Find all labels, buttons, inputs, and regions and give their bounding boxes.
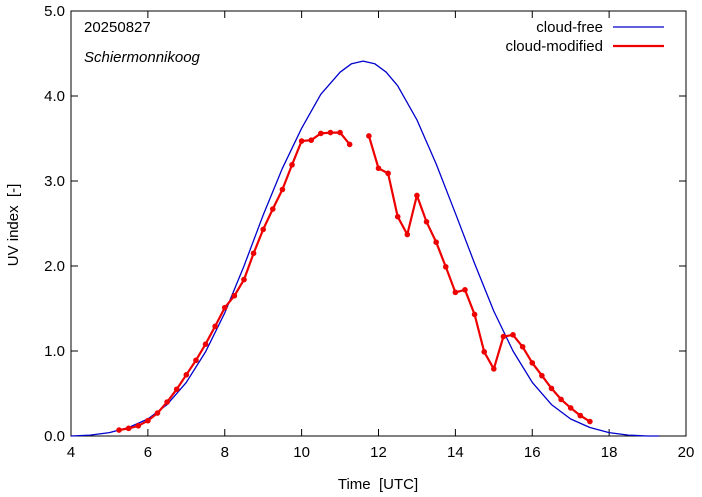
data-point-cloud-modified [231,292,238,299]
data-point-cloud-modified [462,287,468,293]
data-point-cloud-modified [260,226,266,233]
data-point-cloud-modified [250,250,257,257]
data-point-cloud-modified [366,133,372,139]
data-point-cloud-modified [212,323,218,330]
x-tick-label: 12 [370,444,387,461]
data-point-cloud-modified [337,129,343,136]
data-point-cloud-modified [404,231,411,238]
data-point-cloud-modified [500,333,507,340]
legend-label-cloud-modified: cloud-modified [505,38,603,55]
x-tick-label: 8 [221,444,229,461]
data-point-cloud-modified [491,366,497,372]
data-point-cloud-modified [116,427,122,433]
y-tick-label: 2.0 [44,258,65,275]
legend-label-cloud-free: cloud-free [536,19,603,36]
series-line-cloud-free [70,60,660,437]
series-line-cloud-modified [118,131,351,432]
data-point-cloud-modified [173,386,180,393]
data-point-cloud-modified [202,341,209,348]
x-tick-label: 10 [293,444,310,461]
data-point-cloud-modified [414,192,420,199]
data-point-cloud-modified [375,165,382,172]
data-point-cloud-modified [241,276,247,283]
data-point-cloud-modified [539,372,545,379]
data-point-cloud-modified [327,129,334,136]
data-point-cloud-modified [519,343,526,350]
data-point-cloud-modified [423,219,430,225]
data-point-cloud-modified [318,130,324,137]
data-point-cloud-modified [587,418,593,425]
plot-border [70,10,687,437]
x-tick-label: 16 [524,444,541,461]
data-point-cloud-modified [279,186,286,193]
y-tick-label: 5.0 [44,3,65,20]
data-point-cloud-modified [471,311,478,318]
data-point-cloud-modified [385,170,391,177]
data-point-cloud-modified [394,213,401,220]
x-tick-label: 14 [447,444,464,461]
y-axis-label: UV index [-] [5,184,22,267]
data-point-cloud-modified [567,405,574,411]
data-point-cloud-modified [289,162,295,168]
data-point-cloud-modified [510,332,516,338]
x-tick-label: 20 [678,444,695,461]
x-tick-label: 6 [144,444,152,461]
data-point-cloud-modified [221,304,228,311]
data-point-cloud-modified [193,357,199,364]
date-label: 20250827 [84,19,151,36]
data-point-cloud-modified [125,425,132,432]
data-point-cloud-modified [558,396,564,403]
y-tick-label: 0.0 [44,428,65,445]
data-point-cloud-modified [269,206,276,212]
x-axis-label: Time [UTC] [338,476,418,493]
data-point-cloud-modified [452,289,459,296]
data-point-cloud-modified [164,399,170,405]
data-point-cloud-modified [308,137,315,143]
data-point-cloud-modified [442,264,449,270]
data-point-cloud-modified [481,349,488,355]
y-tick-label: 1.0 [44,343,65,360]
x-tick-label: 4 [67,444,75,461]
series-line-cloud-modified [367,135,591,423]
y-tick-label: 3.0 [44,173,65,190]
data-point-cloud-modified [346,141,353,148]
data-point-cloud-modified [433,239,439,245]
data-point-cloud-modified [145,417,151,424]
y-tick-label: 4.0 [44,88,65,105]
x-tick-label: 18 [601,444,618,461]
data-point-cloud-modified [548,385,555,392]
location-label: Schiermonnikoog [84,49,201,66]
data-point-cloud-modified [154,410,161,416]
data-point-cloud-modified [183,372,190,378]
data-point-cloud-modified [298,138,305,144]
data-point-cloud-modified [529,360,536,366]
data-point-cloud-modified [135,423,142,429]
data-point-cloud-modified [577,412,584,419]
